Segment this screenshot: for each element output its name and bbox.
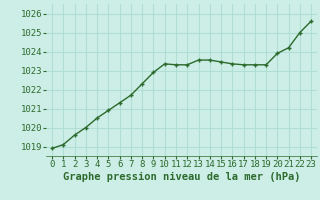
X-axis label: Graphe pression niveau de la mer (hPa): Graphe pression niveau de la mer (hPa) xyxy=(63,172,300,182)
